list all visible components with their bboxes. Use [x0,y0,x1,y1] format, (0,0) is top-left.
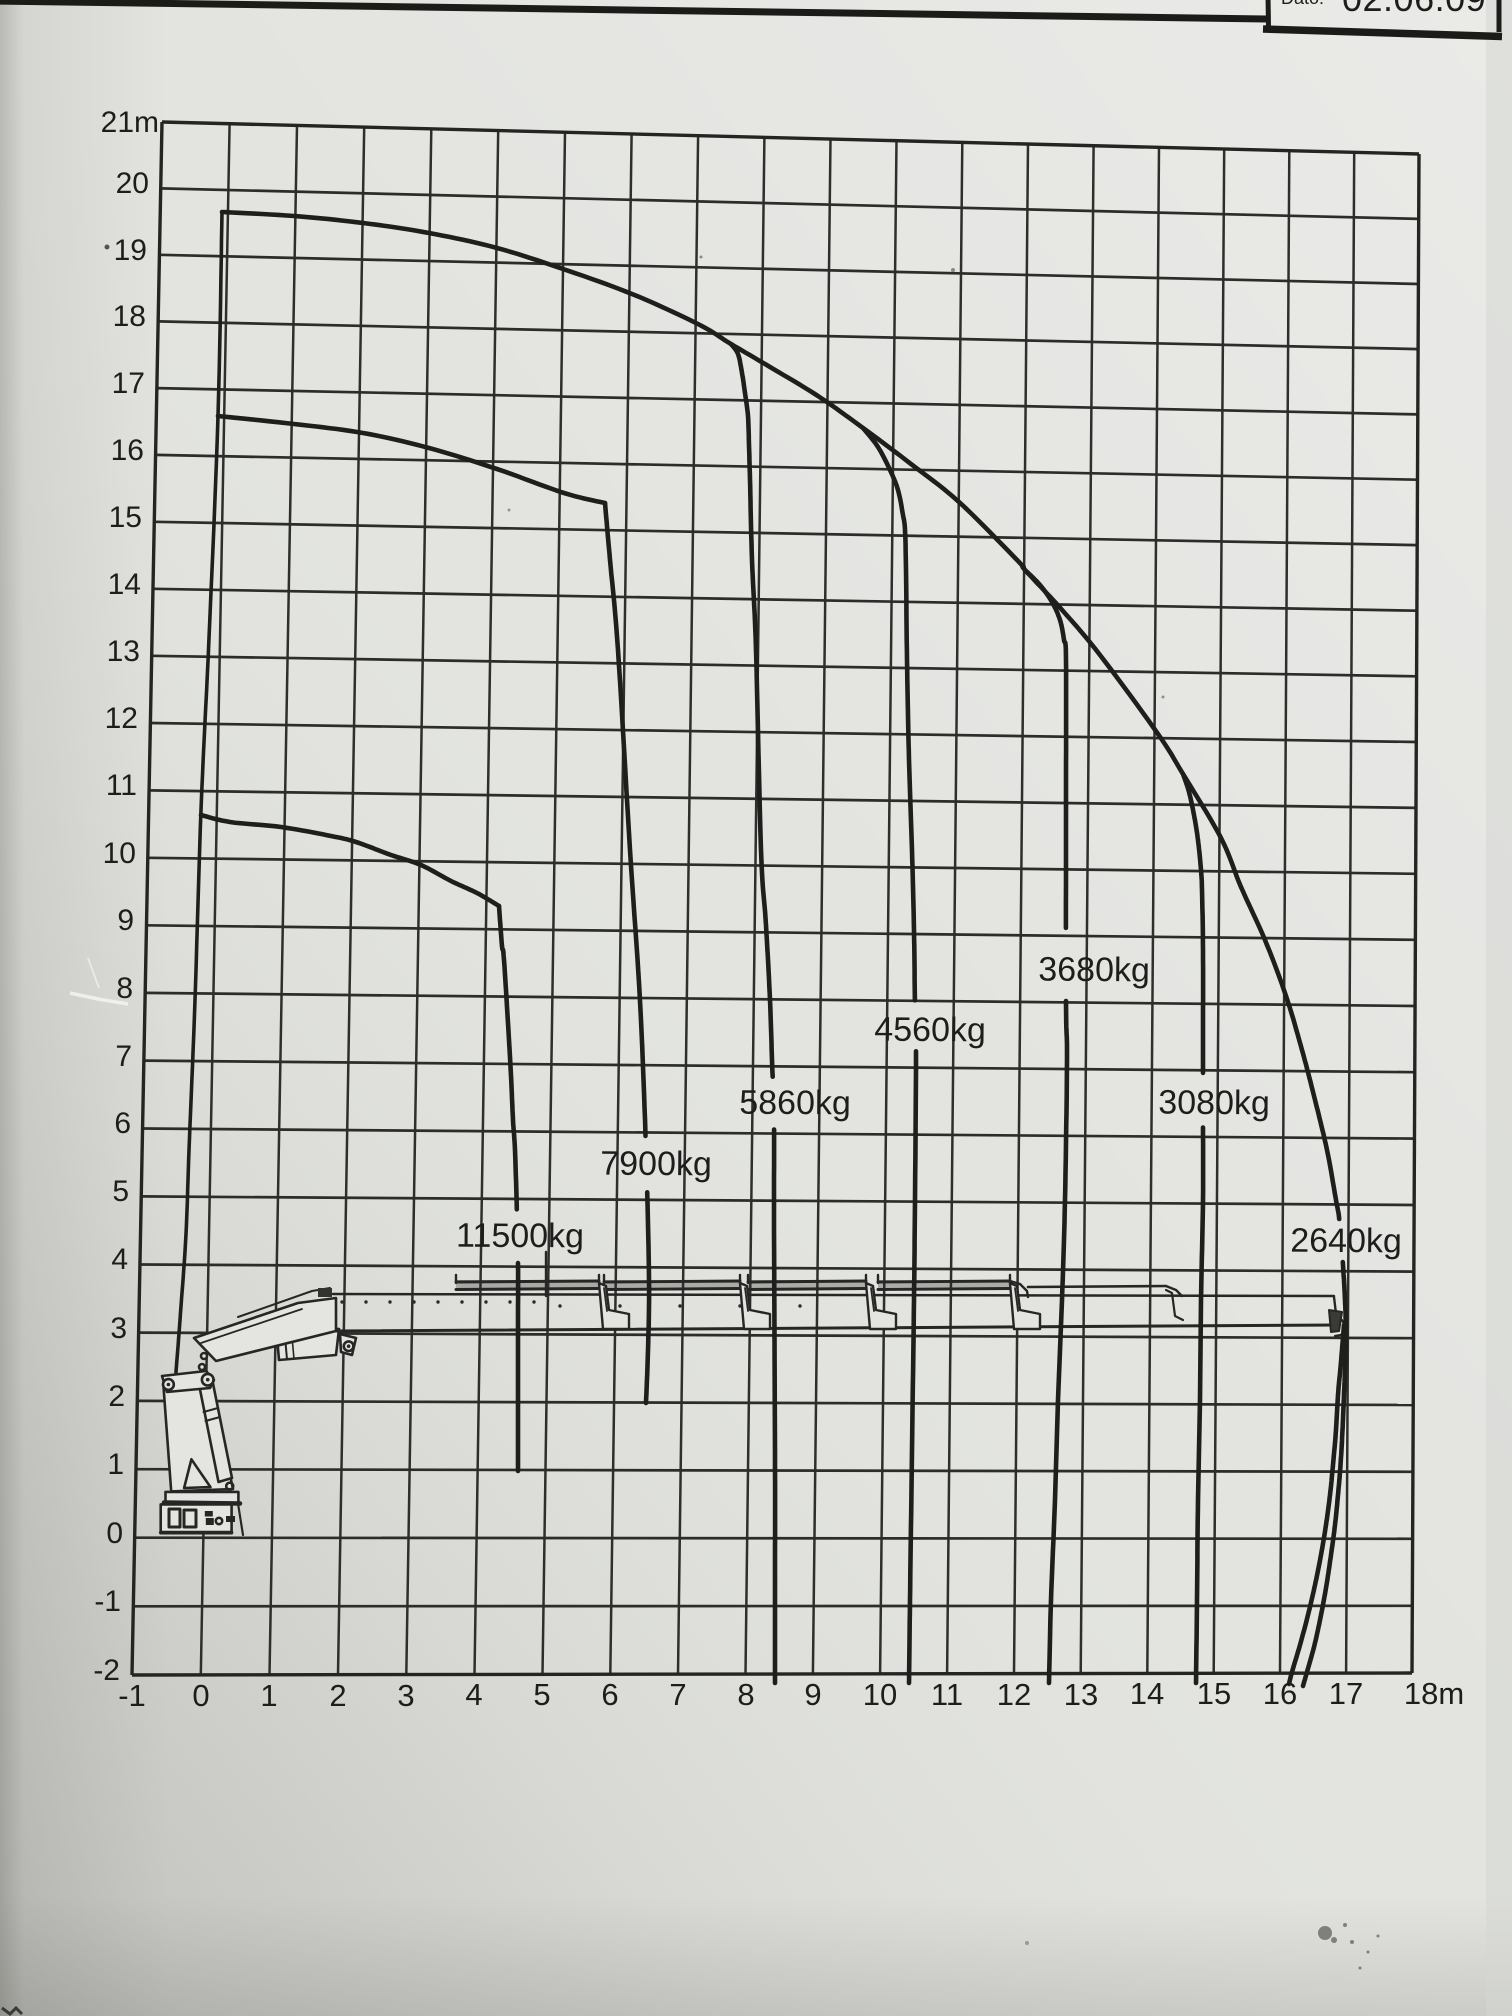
svg-text:15: 15 [1197,1676,1231,1711]
svg-text:5: 5 [533,1677,550,1712]
svg-text:10: 10 [103,837,136,870]
svg-text:12: 12 [105,702,138,735]
svg-text:17: 17 [1329,1676,1363,1711]
svg-text:0: 0 [192,1678,209,1713]
svg-text:11500kg: 11500kg [456,1217,584,1256]
svg-text:13: 13 [107,635,140,668]
svg-text:9: 9 [117,904,134,937]
svg-text:0: 0 [106,1517,123,1550]
svg-text:17: 17 [112,367,145,400]
svg-text:16: 16 [1263,1676,1297,1711]
svg-text:18: 18 [113,300,146,333]
svg-text:11: 11 [931,1677,963,1712]
svg-text:-1: -1 [118,1678,146,1713]
svg-text:14: 14 [1130,1676,1164,1711]
svg-text:14: 14 [108,568,141,601]
svg-text:02.06.09: 02.06.09 [1342,0,1486,19]
svg-text:3680kg: 3680kg [1038,951,1150,990]
svg-text:5860kg: 5860kg [739,1084,851,1123]
svg-text:10: 10 [863,1677,897,1712]
svg-text:-1: -1 [94,1585,121,1618]
svg-text:18m: 18m [1404,1676,1464,1711]
svg-text:2: 2 [329,1678,346,1713]
svg-text:1: 1 [260,1678,277,1713]
svg-text:21m: 21m [101,106,159,139]
svg-text:16: 16 [111,434,144,467]
svg-text:3: 3 [110,1312,127,1345]
svg-text:3080kg: 3080kg [1158,1084,1270,1123]
svg-text:13: 13 [1064,1677,1098,1712]
svg-text:Dato:: Dato: [1281,0,1324,8]
svg-text:7: 7 [115,1040,132,1073]
svg-text:5: 5 [112,1175,129,1208]
svg-text:8: 8 [116,972,133,1005]
svg-text:1: 1 [107,1448,124,1481]
svg-text:6: 6 [114,1107,131,1140]
svg-text:11: 11 [106,769,137,802]
svg-text:2640kg: 2640kg [1290,1222,1402,1261]
svg-text:6: 6 [601,1677,618,1712]
svg-text:12: 12 [997,1677,1031,1712]
svg-text:4560kg: 4560kg [874,1011,986,1050]
svg-text:7900kg: 7900kg [600,1145,712,1184]
svg-text:19: 19 [114,234,147,267]
svg-text:15: 15 [109,501,142,534]
svg-text:7: 7 [669,1677,686,1712]
svg-text:9: 9 [804,1677,821,1712]
svg-text:-2: -2 [93,1654,120,1687]
svg-text:4: 4 [465,1677,482,1712]
svg-text:3: 3 [397,1678,414,1713]
svg-text:20: 20 [116,167,149,200]
svg-text:8: 8 [737,1677,754,1712]
svg-text:2: 2 [108,1380,125,1413]
svg-text:4: 4 [111,1243,128,1276]
